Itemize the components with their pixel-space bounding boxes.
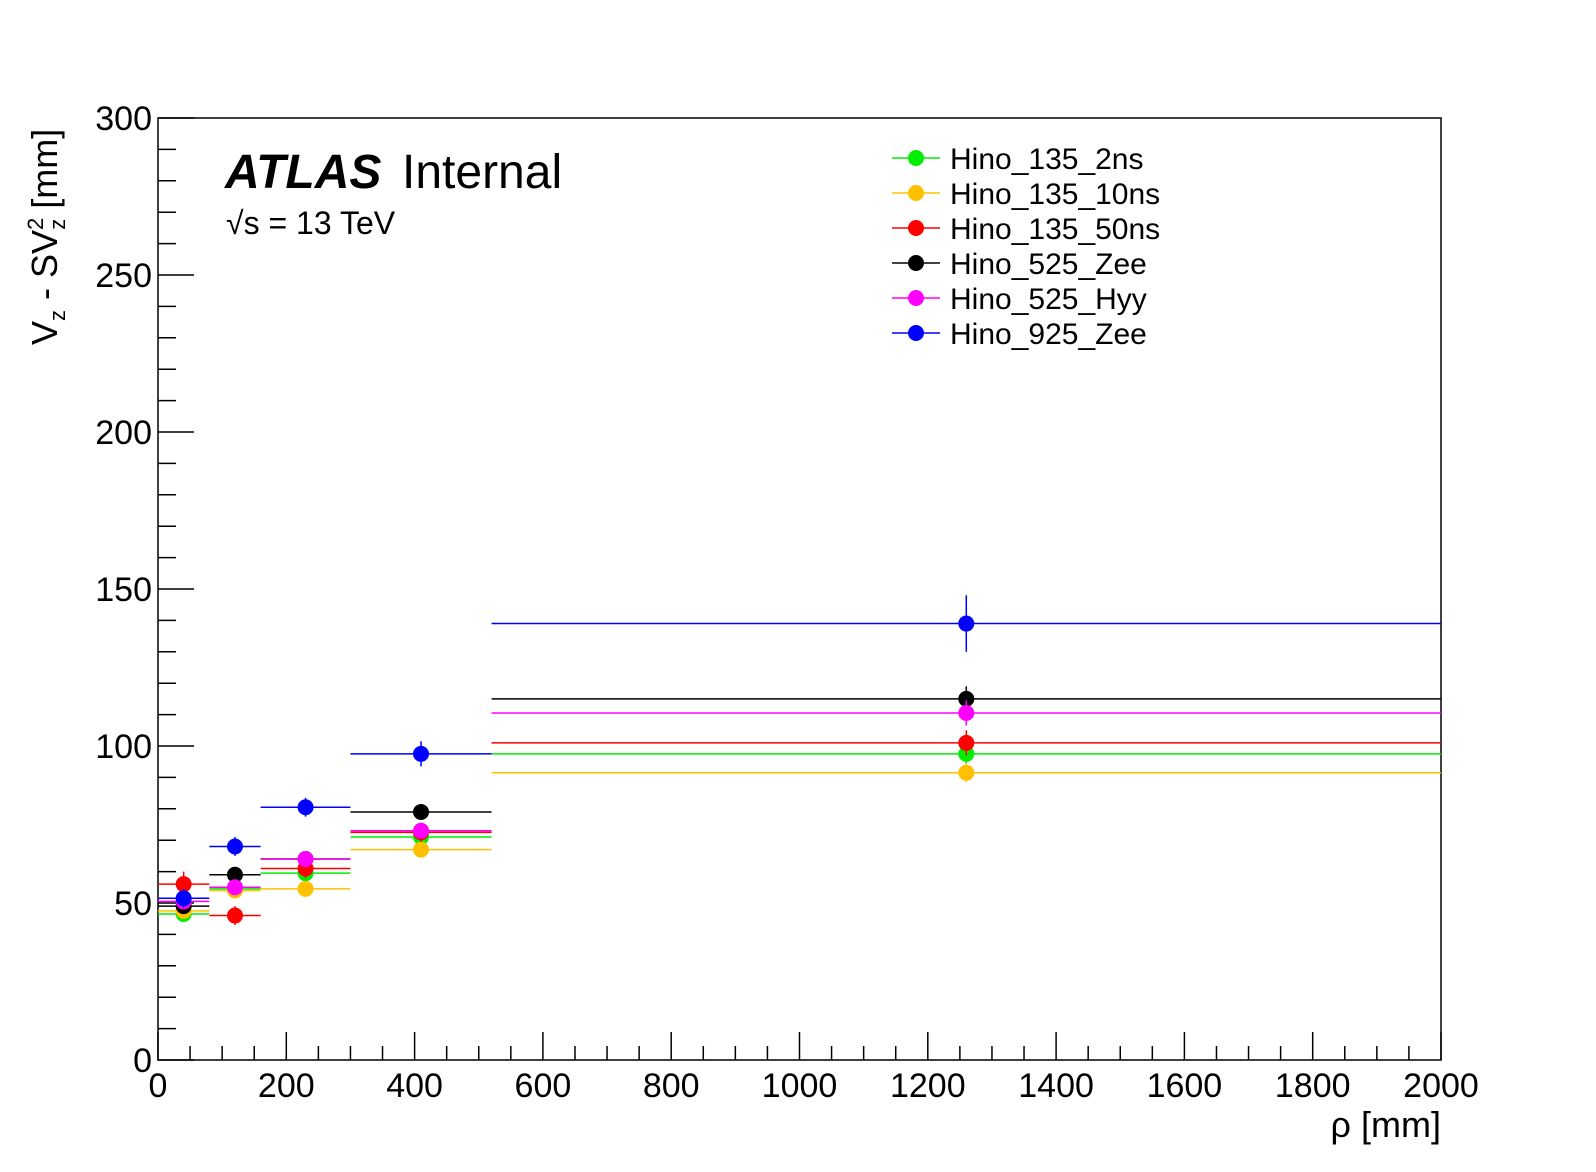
legend-marker	[908, 325, 924, 341]
data-point	[958, 690, 975, 707]
data-point	[958, 764, 975, 781]
legend-entry: Hino_525_Hyy	[892, 283, 1147, 316]
x-tick-label: 1800	[1275, 1067, 1351, 1105]
data-point	[297, 880, 314, 897]
data-point	[175, 890, 192, 907]
legend-marker	[908, 220, 924, 236]
data-point	[958, 734, 975, 751]
legend: Hino_135_2nsHino_135_10nsHino_135_50nsHi…	[892, 143, 1160, 351]
data-point	[175, 876, 192, 893]
x-tick-label: 200	[258, 1067, 315, 1105]
y-tick-label: 50	[114, 885, 152, 923]
x-tick-label: 0	[149, 1067, 168, 1105]
y-tick-label: 300	[95, 100, 152, 138]
x-tick-label: 2000	[1403, 1067, 1479, 1105]
legend-entry: Hino_925_Zee	[892, 318, 1147, 351]
energy-label: √s = 13 TeV	[226, 205, 396, 241]
legend-entry: Hino_135_2ns	[892, 143, 1144, 176]
series	[158, 700, 1441, 910]
legend-marker	[908, 290, 924, 306]
atlas-status-label: Internal	[402, 146, 562, 199]
legend-label: Hino_135_2ns	[950, 143, 1144, 176]
x-tick-label: 1400	[1018, 1067, 1094, 1105]
series	[158, 763, 1441, 919]
legend-entry: Hino_135_10ns	[892, 178, 1160, 211]
x-tick-label: 1000	[762, 1067, 838, 1105]
legend-entry: Hino_525_Zee	[892, 248, 1147, 281]
data-point	[413, 841, 430, 858]
legend-label: Hino_135_50ns	[950, 213, 1160, 246]
series	[158, 595, 1441, 908]
data-point	[413, 803, 430, 820]
legend-label: Hino_925_Zee	[950, 318, 1147, 351]
data-point	[226, 907, 243, 924]
y-tick-label: 200	[95, 414, 152, 452]
legend-entry: Hino_135_50ns	[892, 213, 1160, 246]
legend-marker	[908, 185, 924, 201]
legend-marker	[908, 255, 924, 271]
y-tick-label: 100	[95, 728, 152, 766]
data-point	[226, 879, 243, 896]
x-tick-label: 600	[515, 1067, 572, 1105]
legend-marker	[908, 150, 924, 166]
series	[158, 686, 1441, 915]
svg-text:Vz - SV2z [mm]: Vz - SV2z [mm]	[23, 129, 70, 345]
plot-frame	[157, 117, 1442, 1061]
data-point	[297, 799, 314, 816]
data-point	[958, 615, 975, 632]
data-series	[158, 595, 1441, 925]
y-tick-label: 150	[95, 571, 152, 609]
y-axis-title: Vz - SV2z [mm]	[23, 129, 70, 345]
x-tick-label: 1200	[890, 1067, 966, 1105]
x-tick-labels: 0 200 400 600 800 1000 1200 1400 1600 1800 2000	[149, 1067, 1479, 1105]
atlas-experiment-label: ATLAS	[224, 146, 381, 199]
data-point	[297, 851, 314, 868]
x-tick-label: 1600	[1147, 1067, 1223, 1105]
legend-label: Hino_135_10ns	[950, 178, 1160, 211]
data-point	[226, 838, 243, 855]
data-point	[413, 745, 430, 762]
y-tick-labels: 0 50 100 150 200 250 300	[95, 100, 152, 1080]
series	[158, 730, 1441, 925]
x-tick-label: 800	[643, 1067, 700, 1105]
y-tick-label: 250	[95, 257, 152, 295]
axis-ticks	[157, 117, 1442, 1061]
legend-label: Hino_525_Hyy	[950, 283, 1147, 316]
x-tick-label: 400	[386, 1067, 443, 1105]
data-point	[226, 866, 243, 883]
legend-label: Hino_525_Zee	[950, 248, 1147, 281]
y-tick-label: 0	[133, 1042, 152, 1080]
atlas-label: ATLAS Internal √s = 13 TeV	[224, 146, 562, 241]
data-point	[958, 705, 975, 722]
x-axis-title: ρ [mm]	[1331, 1104, 1441, 1145]
data-point	[413, 822, 430, 839]
